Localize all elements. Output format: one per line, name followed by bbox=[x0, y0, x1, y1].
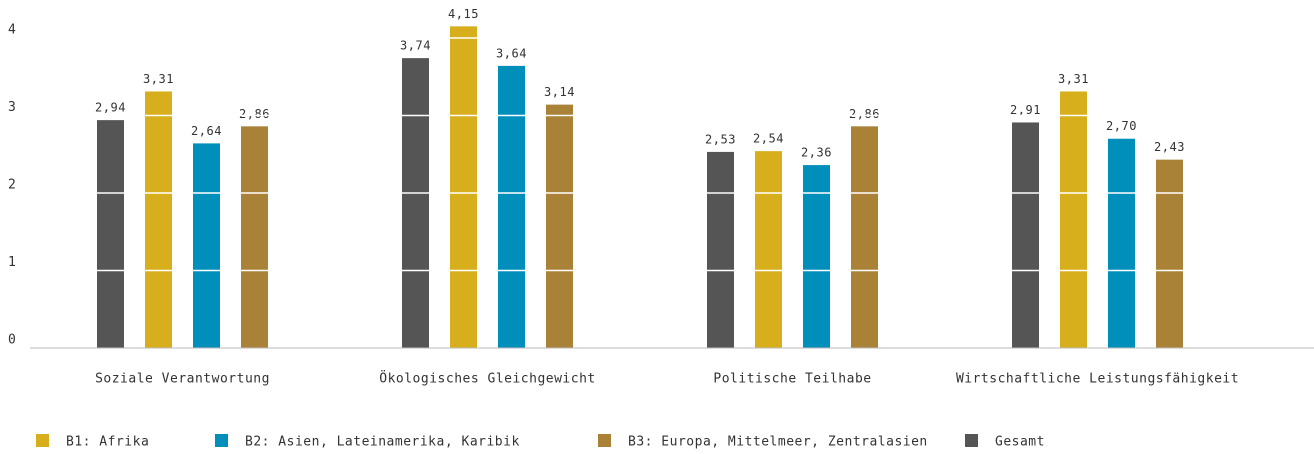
bar bbox=[1156, 159, 1183, 348]
y-tick-label: 4 bbox=[8, 22, 16, 37]
data-label: 2,86 bbox=[239, 107, 270, 121]
bar bbox=[241, 126, 268, 348]
bar bbox=[498, 65, 525, 348]
data-label: 2,54 bbox=[753, 132, 784, 146]
data-label: 3,64 bbox=[496, 46, 527, 60]
data-label: 2,64 bbox=[191, 124, 222, 138]
x-tick-label: Politische Teilhabe bbox=[713, 372, 871, 387]
data-label: 2,53 bbox=[705, 132, 736, 146]
data-label: 3,31 bbox=[143, 72, 174, 86]
legend-swatch bbox=[598, 434, 611, 447]
y-tick-label: 1 bbox=[8, 255, 16, 270]
bar bbox=[145, 91, 172, 348]
data-label: 2,36 bbox=[801, 146, 832, 160]
legend-swatch bbox=[965, 434, 978, 447]
data-label: 2,86 bbox=[849, 107, 880, 121]
data-label: 4,15 bbox=[448, 7, 479, 21]
bar bbox=[97, 120, 124, 348]
bar bbox=[450, 26, 477, 348]
data-label: 2,94 bbox=[95, 101, 126, 115]
legend-swatch bbox=[215, 434, 228, 447]
data-label: 3,74 bbox=[400, 39, 431, 53]
legend-label: B1: Afrika bbox=[66, 435, 149, 450]
legend-label: B3: Europa, Mittelmeer, Zentralasien bbox=[628, 435, 928, 450]
bar bbox=[851, 126, 878, 348]
bar bbox=[546, 104, 573, 349]
data-label: 2,70 bbox=[1106, 119, 1137, 133]
bar bbox=[707, 151, 734, 348]
data-label: 3,14 bbox=[544, 85, 575, 99]
bar bbox=[803, 165, 830, 348]
legend-label: B2: Asien, Lateinamerika, Karibik bbox=[245, 435, 520, 450]
bar bbox=[193, 143, 220, 348]
bar bbox=[1012, 122, 1039, 348]
x-tick-label: Ökologisches Gleichgewicht bbox=[379, 370, 596, 387]
y-tick-label: 3 bbox=[8, 100, 16, 115]
data-label: 3,31 bbox=[1058, 72, 1089, 86]
x-tick-label: Wirtschaftliche Leistungsfähigkeit bbox=[956, 372, 1239, 387]
bar bbox=[1108, 138, 1135, 348]
data-label: 2,91 bbox=[1010, 103, 1041, 117]
bar bbox=[755, 151, 782, 348]
y-tick-label: 2 bbox=[8, 177, 16, 192]
y-tick-label: 0 bbox=[8, 333, 16, 348]
bar bbox=[402, 58, 429, 348]
data-label: 2,43 bbox=[1154, 140, 1185, 154]
bar bbox=[1060, 91, 1087, 348]
legend-label: Gesamt bbox=[995, 435, 1045, 450]
x-tick-label: Soziale Verantwortung bbox=[95, 372, 270, 387]
legend-swatch bbox=[36, 434, 49, 447]
